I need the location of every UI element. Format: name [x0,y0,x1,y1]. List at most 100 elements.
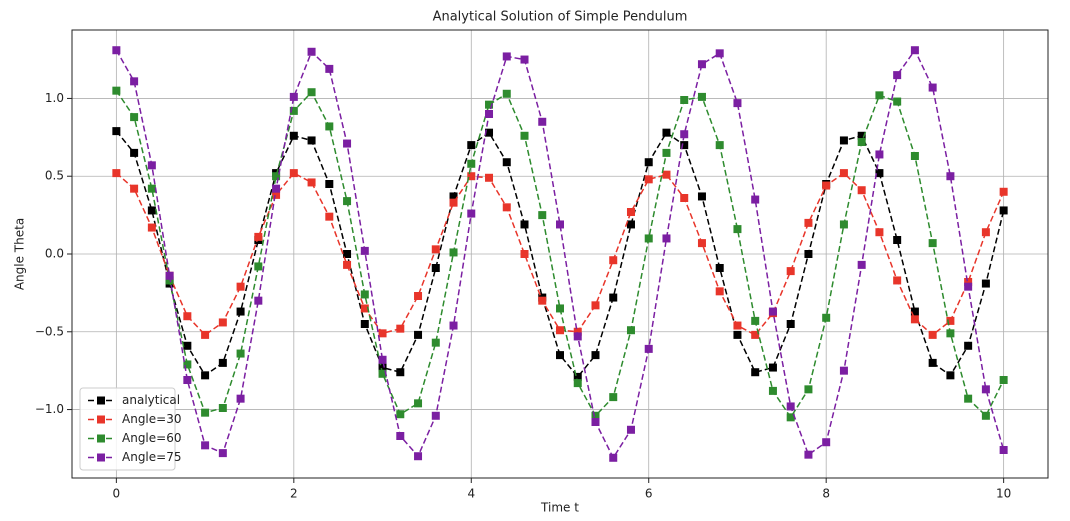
legend-label: Angle=30 [122,412,181,426]
marker [910,307,919,316]
marker [822,313,831,322]
marker [609,293,618,302]
marker [715,49,724,58]
marker [839,366,848,375]
marker [289,131,298,140]
marker [396,432,405,440]
marker [697,60,706,69]
marker [218,404,227,412]
marker [822,438,831,447]
marker [626,220,635,229]
marker [733,321,742,330]
marker [414,330,423,339]
marker [680,96,689,104]
marker [697,239,706,248]
marker [662,170,671,179]
marker [165,276,174,285]
marker [946,316,955,325]
marker [946,172,955,181]
marker [893,97,902,106]
marker [591,418,600,426]
marker [857,260,866,269]
marker [964,282,973,291]
marker [343,260,352,269]
x-axis-label: Time t [540,501,579,515]
marker [662,148,671,157]
marker [804,250,813,258]
chart-title: Analytical Solution of Simple Pendulum [433,10,688,25]
marker [254,262,263,271]
marker [272,172,281,181]
marker [786,267,795,276]
marker [360,304,369,313]
x-tick-label: 8 [822,487,830,501]
marker [928,330,937,339]
marker [520,250,529,258]
marker [183,312,192,321]
marker [875,228,884,237]
marker [236,349,245,358]
marker [502,52,511,61]
marker [343,197,352,206]
marker [130,77,139,86]
marker [875,91,884,100]
marker [768,307,777,316]
marker [520,220,529,229]
marker [609,256,618,265]
y-axis-label: Angle Theta [13,218,27,290]
marker [236,394,245,403]
marker [556,351,564,360]
marker [396,368,405,377]
marker [414,452,423,461]
marker [680,194,689,202]
marker [999,187,1008,196]
marker [467,172,476,181]
marker [768,363,777,372]
plot-frame [71,29,1049,479]
marker [662,128,671,137]
marker [360,320,369,328]
marker [147,161,156,170]
marker [112,86,121,95]
marker [591,301,600,310]
marker [946,371,955,380]
marker [112,169,121,178]
marker [697,192,706,201]
marker [857,138,866,146]
marker [804,218,813,227]
marker [839,169,848,178]
marker [218,358,227,367]
marker [165,271,174,280]
marker [325,122,334,131]
marker [325,64,334,73]
marker [910,152,919,160]
y-tick-label: 0.0 [45,247,64,261]
marker [502,158,511,167]
marker [981,385,990,394]
marker [573,332,582,341]
marker [307,136,316,145]
marker [414,292,423,300]
marker [360,246,369,255]
marker [715,287,724,296]
marker [538,117,547,126]
marker [272,184,281,193]
marker [449,321,458,330]
marker [680,130,689,139]
marker [467,209,476,218]
y-tick-label: 0.5 [45,169,64,183]
marker [254,232,263,241]
marker [928,239,937,248]
legend-marker [97,415,105,424]
marker [662,234,671,243]
y-tick-label: −0.5 [35,324,64,338]
marker [715,141,724,150]
marker [502,89,511,98]
marker [697,92,706,101]
marker [343,250,352,258]
y-tick-label: 1.0 [45,91,64,105]
series-line [115,90,1005,419]
marker [573,372,582,381]
marker [857,131,866,140]
